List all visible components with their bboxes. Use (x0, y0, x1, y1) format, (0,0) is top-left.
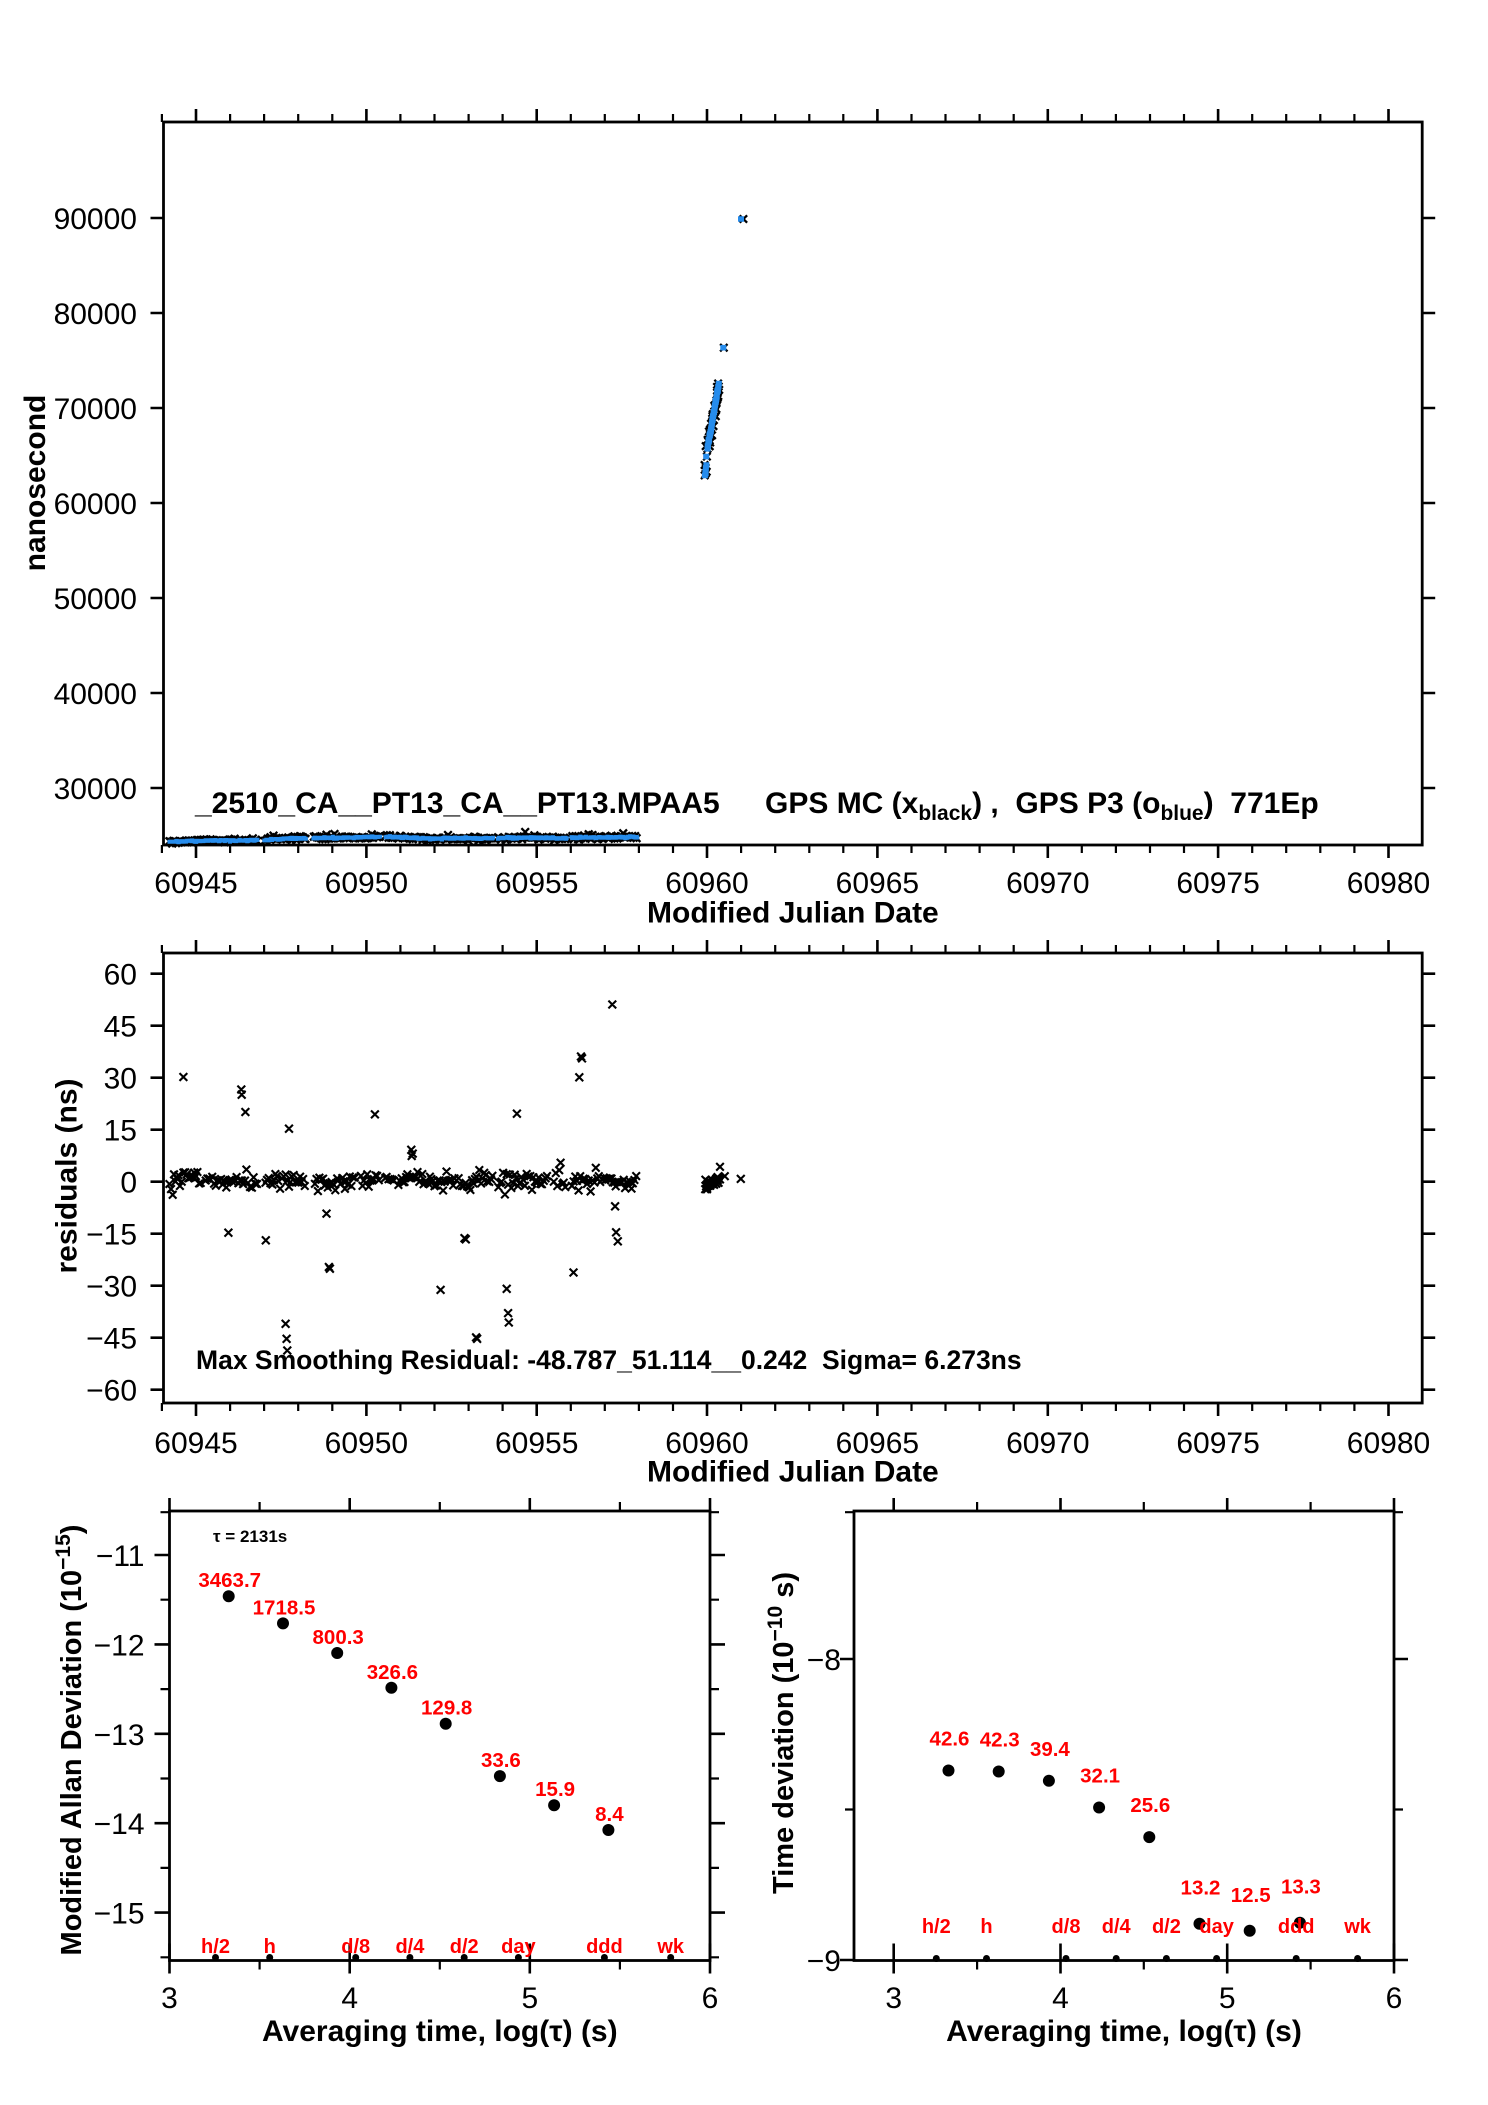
svg-text:4: 4 (1052, 1982, 1069, 2015)
svg-text:day: day (1199, 1916, 1234, 1938)
svg-text:−30: −30 (86, 1271, 137, 1304)
svg-text:−15: −15 (86, 1219, 137, 1252)
svg-text:nanosecond: nanosecond (19, 395, 52, 572)
svg-text:4: 4 (341, 1982, 358, 2015)
svg-text:60945: 60945 (154, 867, 237, 900)
svg-text:5: 5 (1219, 1982, 1236, 2015)
svg-text:13.2: 13.2 (1181, 1877, 1221, 1900)
svg-text:h: h (264, 1936, 276, 1958)
svg-text:60950: 60950 (325, 1427, 408, 1460)
svg-text:60980: 60980 (1347, 867, 1430, 900)
svg-text:30000: 30000 (54, 773, 137, 806)
svg-text:day: day (501, 1936, 536, 1958)
svg-text:0: 0 (120, 1167, 137, 1200)
svg-text:d/4: d/4 (1102, 1916, 1132, 1938)
svg-text:Max Smoothing Residual: -48.78: Max Smoothing Residual: -48.787_51.114__… (196, 1345, 1022, 1375)
svg-text:d/2: d/2 (450, 1936, 479, 1958)
svg-text:70000: 70000 (54, 393, 137, 426)
svg-text:ddd: ddd (586, 1936, 623, 1958)
svg-text:τ = 2131s: τ = 2131s (213, 1527, 287, 1546)
svg-text:13.3: 13.3 (1281, 1876, 1321, 1899)
svg-text:60945: 60945 (154, 1427, 237, 1460)
svg-text:90000: 90000 (54, 203, 137, 236)
svg-text:15: 15 (104, 1115, 137, 1148)
svg-text:6: 6 (1386, 1982, 1403, 2015)
svg-text:60960: 60960 (665, 867, 748, 900)
svg-text:Time deviation (10−10 s): Time deviation (10−10 s) (764, 1572, 800, 1894)
svg-text:3: 3 (885, 1982, 902, 2015)
svg-text:h: h (980, 1916, 992, 1938)
svg-text:42.3: 42.3 (980, 1729, 1020, 1752)
svg-text:wk: wk (1343, 1916, 1372, 1938)
svg-text:40000: 40000 (54, 678, 137, 711)
svg-text:Modified Julian Date: Modified Julian Date (647, 897, 939, 930)
svg-text:50000: 50000 (54, 583, 137, 616)
svg-text:15.9: 15.9 (535, 1778, 575, 1801)
svg-text:800.3: 800.3 (313, 1626, 364, 1649)
svg-text:−11: −11 (96, 1540, 145, 1573)
svg-text:−13: −13 (94, 1719, 145, 1752)
svg-text:Modified Julian Date: Modified Julian Date (647, 1455, 939, 1488)
svg-text:5: 5 (521, 1982, 538, 2015)
svg-text:−14: −14 (94, 1808, 145, 1841)
svg-text:1718.5: 1718.5 (253, 1596, 316, 1619)
svg-text:Averaging time, log(τ) (s): Averaging time, log(τ) (s) (262, 2015, 618, 2048)
svg-text:42.6: 42.6 (930, 1728, 970, 1751)
svg-text:−45: −45 (86, 1323, 137, 1356)
svg-text:25.6: 25.6 (1130, 1794, 1170, 1817)
svg-text:60975: 60975 (1176, 867, 1259, 900)
svg-text:−60: −60 (86, 1375, 137, 1408)
svg-text:d/8: d/8 (1052, 1916, 1081, 1938)
svg-text:GPS MC (xblack) , GPS P3 (obl: GPS MC (xblack) , GPS P3 (oblue) 771Ep (765, 787, 1319, 825)
svg-text:326.6: 326.6 (367, 1661, 418, 1684)
svg-text:60955: 60955 (495, 1427, 578, 1460)
svg-text:129.8: 129.8 (421, 1697, 472, 1720)
svg-text:8.4: 8.4 (595, 1803, 624, 1826)
svg-text:_2510_CA__PT13_CA__PT13.MPAA5: _2510_CA__PT13_CA__PT13.MPAA5 (194, 787, 720, 820)
svg-text:−15: −15 (94, 1898, 145, 1931)
svg-text:ddd: ddd (1278, 1916, 1315, 1938)
svg-text:60975: 60975 (1176, 1427, 1259, 1460)
svg-text:45: 45 (104, 1011, 137, 1044)
svg-text:60955: 60955 (495, 867, 578, 900)
svg-text:6: 6 (702, 1982, 719, 2015)
svg-text:3: 3 (161, 1982, 178, 2015)
svg-text:3463.7: 3463.7 (198, 1569, 261, 1592)
svg-text:33.6: 33.6 (481, 1749, 521, 1772)
svg-text:h/2: h/2 (922, 1916, 951, 1938)
svg-text:Modified Allan Deviation (10−1: Modified Allan Deviation (10−15) (52, 1525, 88, 1956)
svg-text:32.1: 32.1 (1080, 1765, 1120, 1788)
svg-text:30: 30 (104, 1063, 137, 1096)
svg-text:60980: 60980 (1347, 1427, 1430, 1460)
svg-text:60950: 60950 (325, 867, 408, 900)
svg-text:−8: −8 (807, 1644, 841, 1677)
svg-text:60970: 60970 (1006, 1427, 1089, 1460)
svg-text:Averaging time, log(τ) (s): Averaging time, log(τ) (s) (946, 2015, 1302, 2048)
svg-text:h/2: h/2 (201, 1936, 230, 1958)
svg-text:39.4: 39.4 (1030, 1738, 1070, 1761)
svg-text:12.5: 12.5 (1231, 1884, 1271, 1907)
svg-text:d/2: d/2 (1152, 1916, 1181, 1938)
svg-text:−9: −9 (807, 1945, 841, 1978)
svg-text:60960: 60960 (665, 1427, 748, 1460)
svg-text:60000: 60000 (54, 488, 137, 521)
svg-text:d/8: d/8 (341, 1936, 370, 1958)
svg-text:60965: 60965 (836, 867, 919, 900)
svg-text:60970: 60970 (1006, 867, 1089, 900)
svg-text:−12: −12 (94, 1629, 145, 1662)
svg-text:80000: 80000 (54, 298, 137, 331)
svg-text:60965: 60965 (836, 1427, 919, 1460)
svg-text:60: 60 (104, 959, 137, 992)
svg-text:d/4: d/4 (395, 1936, 425, 1958)
svg-text:residuals (ns): residuals (ns) (51, 1078, 84, 1273)
svg-text:wk: wk (656, 1936, 685, 1958)
